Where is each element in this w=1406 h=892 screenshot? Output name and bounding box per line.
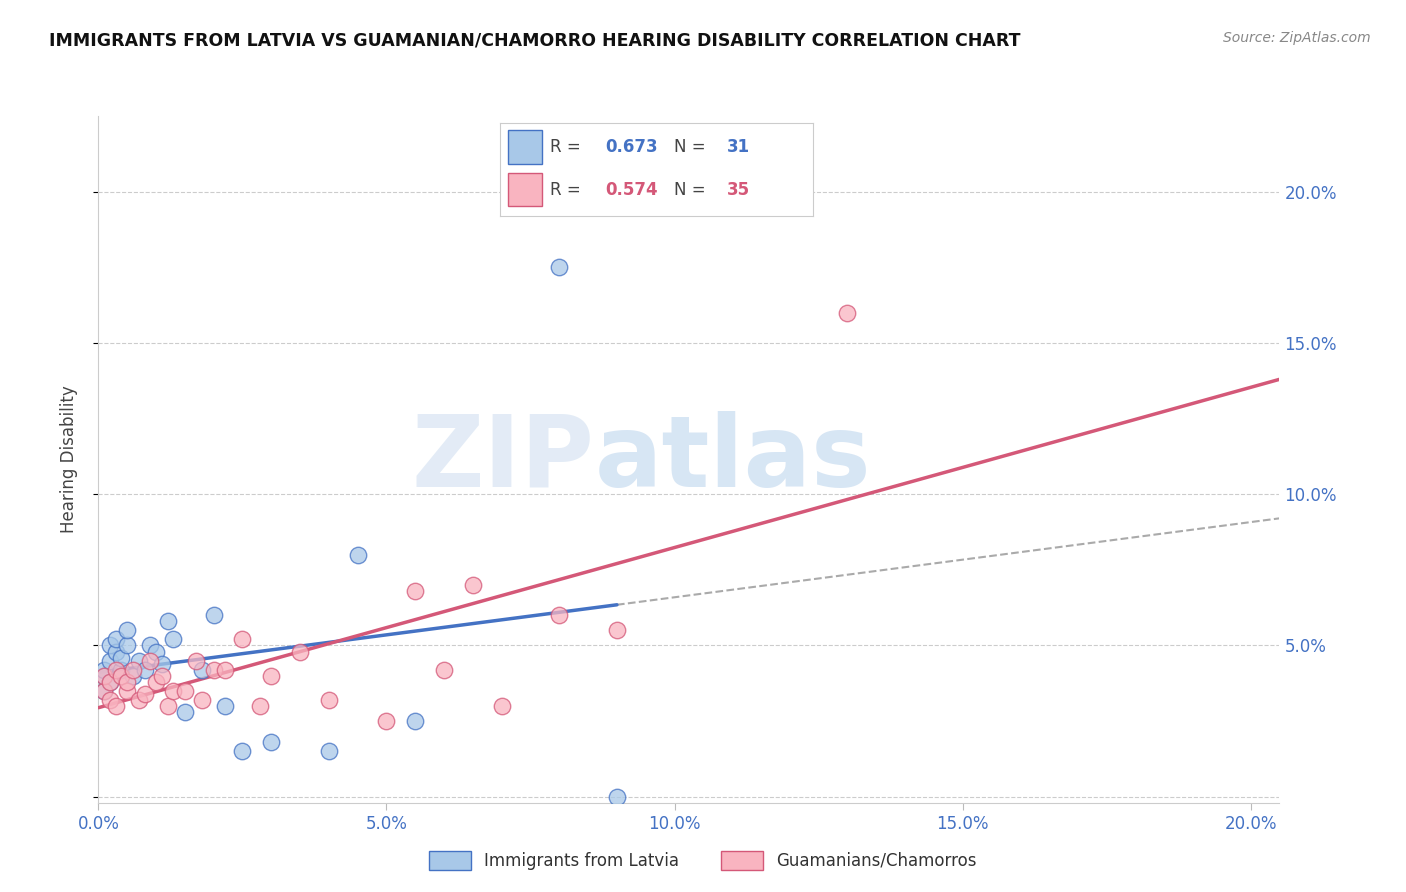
- Point: [375, 714, 398, 728]
- Point: [606, 624, 628, 638]
- Point: [93, 669, 115, 683]
- Point: [249, 698, 271, 713]
- Point: [318, 744, 340, 758]
- Y-axis label: Hearing Disability: Hearing Disability: [59, 385, 77, 533]
- Point: [173, 683, 195, 698]
- Point: [93, 669, 115, 683]
- Point: [162, 683, 184, 698]
- Text: ZIP: ZIP: [412, 411, 595, 508]
- Point: [93, 683, 115, 698]
- Point: [104, 644, 127, 658]
- Point: [98, 674, 121, 689]
- Text: IMMIGRANTS FROM LATVIA VS GUAMANIAN/CHAMORRO HEARING DISABILITY CORRELATION CHAR: IMMIGRANTS FROM LATVIA VS GUAMANIAN/CHAM…: [49, 31, 1021, 49]
- Point: [98, 693, 121, 707]
- Point: [98, 639, 121, 653]
- Point: [606, 789, 628, 804]
- Point: [122, 663, 145, 677]
- Point: [156, 614, 179, 628]
- Point: [202, 663, 225, 677]
- Point: [134, 663, 156, 677]
- Point: [173, 705, 195, 719]
- Point: [231, 744, 253, 758]
- Point: [191, 663, 214, 677]
- Point: [128, 654, 150, 668]
- Point: [150, 669, 173, 683]
- Point: [104, 698, 127, 713]
- Point: [134, 687, 156, 701]
- Point: [93, 683, 115, 698]
- Point: [98, 654, 121, 668]
- Point: [318, 693, 340, 707]
- Point: [491, 698, 513, 713]
- Point: [404, 714, 426, 728]
- Point: [115, 683, 138, 698]
- Point: [186, 654, 208, 668]
- Point: [346, 548, 368, 562]
- Point: [139, 654, 162, 668]
- Point: [162, 632, 184, 647]
- Point: [404, 584, 426, 599]
- Point: [104, 632, 127, 647]
- Point: [260, 735, 283, 749]
- Point: [150, 657, 173, 671]
- Point: [145, 674, 167, 689]
- Point: [837, 305, 859, 319]
- Point: [156, 698, 179, 713]
- Point: [110, 663, 132, 677]
- Point: [433, 663, 456, 677]
- Point: [139, 639, 162, 653]
- Point: [104, 663, 127, 677]
- Point: [202, 608, 225, 623]
- Point: [231, 632, 253, 647]
- Point: [128, 693, 150, 707]
- Point: [122, 669, 145, 683]
- Point: [260, 669, 283, 683]
- Point: [145, 644, 167, 658]
- Text: Source: ZipAtlas.com: Source: ZipAtlas.com: [1223, 31, 1371, 45]
- Point: [461, 578, 484, 592]
- Point: [98, 674, 121, 689]
- Point: [548, 608, 571, 623]
- Point: [93, 663, 115, 677]
- Text: atlas: atlas: [595, 411, 872, 508]
- Point: [191, 693, 214, 707]
- Point: [110, 669, 132, 683]
- Point: [115, 624, 138, 638]
- Point: [110, 650, 132, 665]
- Point: [115, 674, 138, 689]
- Point: [214, 698, 236, 713]
- Point: [548, 260, 571, 275]
- Point: [214, 663, 236, 677]
- Point: [115, 639, 138, 653]
- Point: [288, 644, 311, 658]
- Legend: Immigrants from Latvia, Guamanians/Chamorros: Immigrants from Latvia, Guamanians/Chamo…: [423, 844, 983, 877]
